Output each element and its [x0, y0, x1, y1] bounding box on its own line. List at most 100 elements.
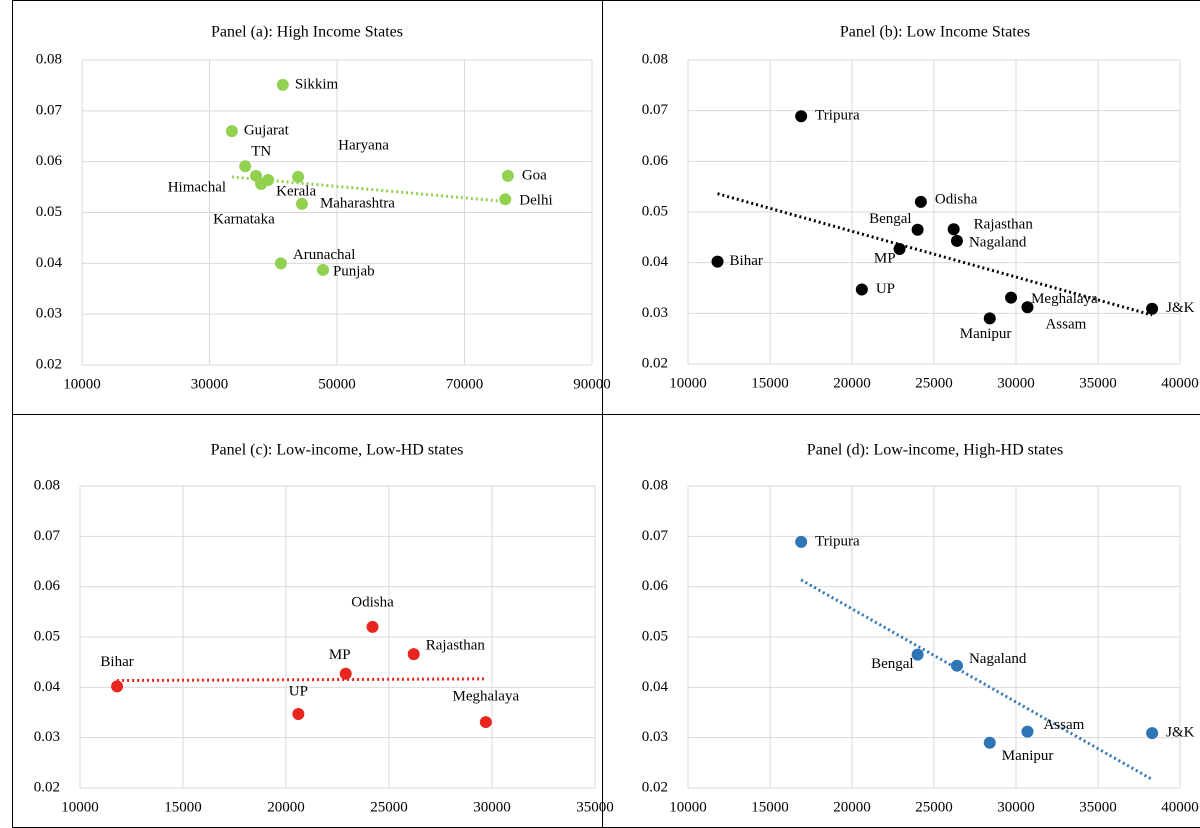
point-label: Haryana	[338, 137, 389, 153]
point	[914, 195, 927, 208]
point	[225, 125, 238, 138]
y-tick-label: 0.02	[34, 779, 60, 795]
panel-title: Panel (d): Low-income, High-HD states	[807, 442, 1063, 459]
y-tick-label: 0.04	[34, 679, 61, 695]
y-tick-label: 0.03	[36, 306, 62, 322]
point	[292, 170, 305, 183]
point-label: UP	[289, 683, 308, 699]
y-tick-label: 0.06	[36, 153, 63, 169]
x-tick-label: 25000	[915, 375, 953, 391]
trendline	[117, 677, 486, 683]
point	[1146, 727, 1159, 740]
point-label: Meghalaya	[452, 689, 519, 705]
trendline	[231, 175, 508, 204]
point-label: J&K	[1166, 300, 1195, 316]
point-label: Maharashtra	[320, 195, 395, 211]
point-label: Odisha	[935, 191, 978, 207]
y-tick-label: 0.08	[642, 51, 668, 67]
point-label: Assam	[1043, 717, 1084, 733]
x-tick-label: 50000	[318, 376, 356, 392]
y-tick-label: 0.07	[34, 528, 61, 544]
point	[950, 234, 963, 247]
x-tick-label: 15000	[751, 375, 789, 391]
point	[1146, 302, 1159, 315]
y-tick-label: 0.06	[642, 153, 669, 169]
x-tick-label: 40000	[1161, 375, 1199, 391]
point-label: Karnataka	[213, 211, 275, 227]
y-tick-label: 0.04	[642, 679, 669, 695]
point	[1021, 725, 1034, 738]
x-tick-label: 35000	[1079, 799, 1117, 815]
point-label: Sikkim	[295, 76, 339, 92]
point	[239, 160, 252, 173]
point	[911, 648, 924, 661]
point-label: Assam	[1045, 317, 1086, 333]
y-tick-label: 0.06	[642, 578, 669, 594]
point	[111, 680, 124, 693]
y-tick-label: 0.05	[34, 628, 60, 644]
panel-title: Panel (b): Low Income States	[840, 24, 1030, 41]
x-tick-label: 35000	[1079, 375, 1117, 391]
point-label: Tripura	[815, 108, 860, 124]
x-tick-label: 20000	[833, 799, 871, 815]
y-tick-label: 0.05	[642, 628, 668, 644]
point	[795, 110, 808, 123]
point-label: Manipur	[1002, 748, 1054, 764]
x-tick-label: 10000	[669, 375, 707, 391]
y-tick-label: 0.03	[34, 729, 60, 745]
trendline	[717, 192, 1153, 317]
point	[795, 535, 808, 548]
y-tick-label: 0.06	[34, 578, 61, 594]
x-tick-label: 10000	[61, 799, 99, 815]
point-label: Bihar	[100, 654, 133, 670]
point-label: Bengal	[871, 656, 914, 672]
point	[292, 708, 305, 721]
x-tick-label: 10000	[669, 799, 707, 815]
point-label: Odisha	[351, 594, 394, 610]
point-label: UP	[876, 281, 895, 297]
point	[339, 667, 352, 680]
y-tick-label: 0.02	[642, 355, 668, 371]
point-label: Nagaland	[969, 651, 1027, 667]
point	[366, 620, 379, 633]
x-tick-label: 90000	[573, 376, 611, 392]
y-tick-label: 0.05	[36, 204, 62, 220]
point	[274, 257, 287, 270]
point-label: Gujarat	[244, 123, 290, 139]
point	[479, 716, 492, 729]
point	[893, 242, 906, 255]
point	[295, 197, 308, 210]
point-label: Delhi	[519, 193, 552, 209]
point-label: Rajasthan	[974, 217, 1034, 233]
point-label: Tripura	[815, 533, 860, 549]
y-tick-label: 0.04	[642, 254, 669, 270]
point-label: Arunachal	[293, 247, 355, 263]
point	[911, 223, 924, 236]
point-label: Manipur	[960, 326, 1012, 342]
trendline	[800, 578, 1153, 781]
y-tick-label: 0.02	[36, 356, 62, 372]
y-tick-label: 0.07	[642, 528, 669, 544]
point	[983, 736, 996, 749]
panel-title: Panel (c): Low-income, Low-HD states	[211, 442, 464, 459]
y-tick-label: 0.08	[642, 477, 668, 493]
point-label: MP	[874, 250, 896, 266]
x-tick-label: 30000	[191, 376, 229, 392]
point	[276, 78, 289, 91]
point	[1021, 301, 1034, 314]
x-tick-label: 15000	[164, 799, 202, 815]
point	[983, 312, 996, 325]
y-tick-label: 0.08	[34, 477, 60, 493]
point	[499, 193, 512, 206]
y-tick-label: 0.07	[36, 102, 63, 118]
panel-title: Panel (a): High Income States	[211, 24, 403, 41]
x-tick-label: 30000	[997, 799, 1035, 815]
point-label: Himachal	[168, 179, 226, 195]
x-tick-label: 25000	[370, 799, 408, 815]
point-label: Kerala	[276, 183, 316, 199]
point	[255, 178, 268, 191]
point	[950, 659, 963, 672]
y-tick-label: 0.05	[642, 203, 668, 219]
x-tick-label: 30000	[997, 375, 1035, 391]
